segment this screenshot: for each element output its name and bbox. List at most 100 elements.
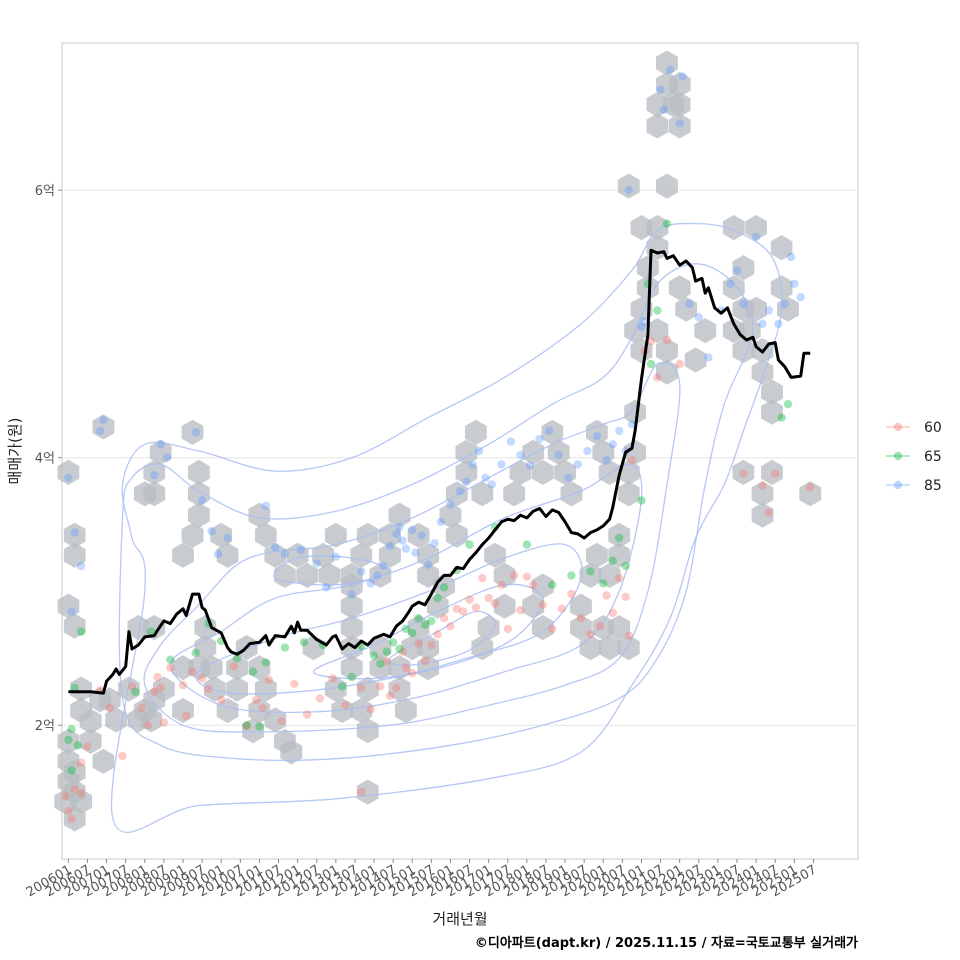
- point-60: [159, 718, 169, 727]
- hexbin: [608, 522, 631, 548]
- hexbin: [465, 419, 487, 445]
- point-65: [369, 651, 379, 660]
- point-85: [786, 252, 796, 262]
- point-60: [303, 710, 312, 719]
- point-60: [653, 373, 662, 382]
- hexbin: [598, 459, 621, 485]
- point-65: [548, 580, 557, 589]
- point-85: [455, 486, 465, 496]
- point-60: [806, 482, 815, 492]
- hexbin: [369, 635, 392, 661]
- hexbin: [369, 655, 392, 681]
- point-65: [637, 496, 646, 505]
- hexbin: [324, 676, 347, 702]
- point-60: [376, 682, 385, 691]
- hexbin: [426, 593, 449, 619]
- point-85: [732, 266, 742, 275]
- point-60: [452, 604, 461, 613]
- point-60: [385, 691, 395, 700]
- hexbin: [417, 542, 440, 568]
- hexbin: [493, 562, 516, 588]
- point-60: [465, 595, 474, 604]
- point-60: [127, 682, 137, 691]
- point-85: [665, 65, 675, 75]
- hexbin: [586, 542, 608, 568]
- hexbin: [356, 779, 379, 805]
- point-60: [76, 758, 86, 767]
- hexbin: [694, 318, 717, 344]
- hexbin: [668, 275, 691, 301]
- hexbin: [471, 635, 494, 661]
- point-85: [790, 279, 799, 288]
- point-60: [357, 787, 366, 797]
- point-85: [280, 549, 290, 559]
- hexbin: [280, 739, 303, 765]
- hexbin: [340, 655, 363, 681]
- point-60: [392, 683, 401, 692]
- y-tick-label: 2억: [35, 719, 55, 734]
- hexbin: [684, 347, 707, 373]
- hexbin: [181, 522, 204, 548]
- point-85: [602, 456, 611, 465]
- point-60: [153, 672, 162, 682]
- hexbin: [586, 419, 608, 445]
- hexbin: [254, 522, 277, 548]
- point-60: [67, 814, 76, 824]
- hexbin: [379, 542, 401, 568]
- point-85: [758, 319, 767, 329]
- point-65: [662, 219, 672, 228]
- x-axis-title: 거래년월: [432, 910, 487, 928]
- point-85: [726, 279, 735, 288]
- hexbin: [646, 318, 669, 344]
- hexbin: [455, 459, 478, 485]
- hexbin: [570, 593, 592, 619]
- hexbin: [608, 615, 631, 641]
- point-85: [401, 544, 411, 553]
- point-65: [522, 540, 532, 549]
- point-60: [137, 703, 146, 712]
- point-85: [373, 571, 382, 580]
- hexbin: [118, 676, 140, 702]
- point-60: [315, 694, 325, 703]
- point-85: [99, 416, 108, 425]
- point-60: [143, 721, 153, 730]
- point-85: [481, 473, 490, 482]
- hexbin: [407, 615, 430, 641]
- point-60: [105, 703, 115, 712]
- point-85: [573, 460, 582, 469]
- point-60: [188, 667, 197, 676]
- hexbin: [656, 50, 678, 76]
- hexbin: [770, 235, 793, 261]
- point-60: [675, 359, 684, 369]
- point-60: [490, 599, 500, 608]
- point-65: [67, 766, 76, 775]
- point-60: [382, 656, 391, 666]
- contour-layer: [110, 222, 783, 833]
- point-65: [76, 627, 86, 636]
- point-85: [213, 549, 223, 559]
- point-60: [538, 600, 547, 609]
- hexbin: [203, 676, 226, 702]
- point-85: [261, 501, 270, 510]
- point-85: [535, 434, 544, 444]
- y-axis: 2억 4억 6억: [35, 184, 62, 734]
- hexbin: [751, 502, 774, 528]
- hexbin: [484, 542, 506, 568]
- point-60: [156, 683, 165, 692]
- point-85: [96, 426, 105, 436]
- point-60: [182, 711, 191, 721]
- point-60: [229, 662, 239, 671]
- hexbin: [79, 728, 102, 754]
- hexbin: [216, 542, 239, 568]
- point-60: [217, 695, 226, 704]
- point-60: [509, 571, 519, 580]
- hexbin: [172, 542, 194, 568]
- hexbin: [732, 255, 755, 281]
- point-85: [678, 72, 688, 81]
- hexbin: [143, 615, 166, 641]
- hexbin: [531, 615, 554, 641]
- hexbin: [264, 542, 287, 568]
- point-85: [694, 313, 703, 322]
- hexbin: [63, 613, 86, 639]
- point-65: [439, 583, 449, 592]
